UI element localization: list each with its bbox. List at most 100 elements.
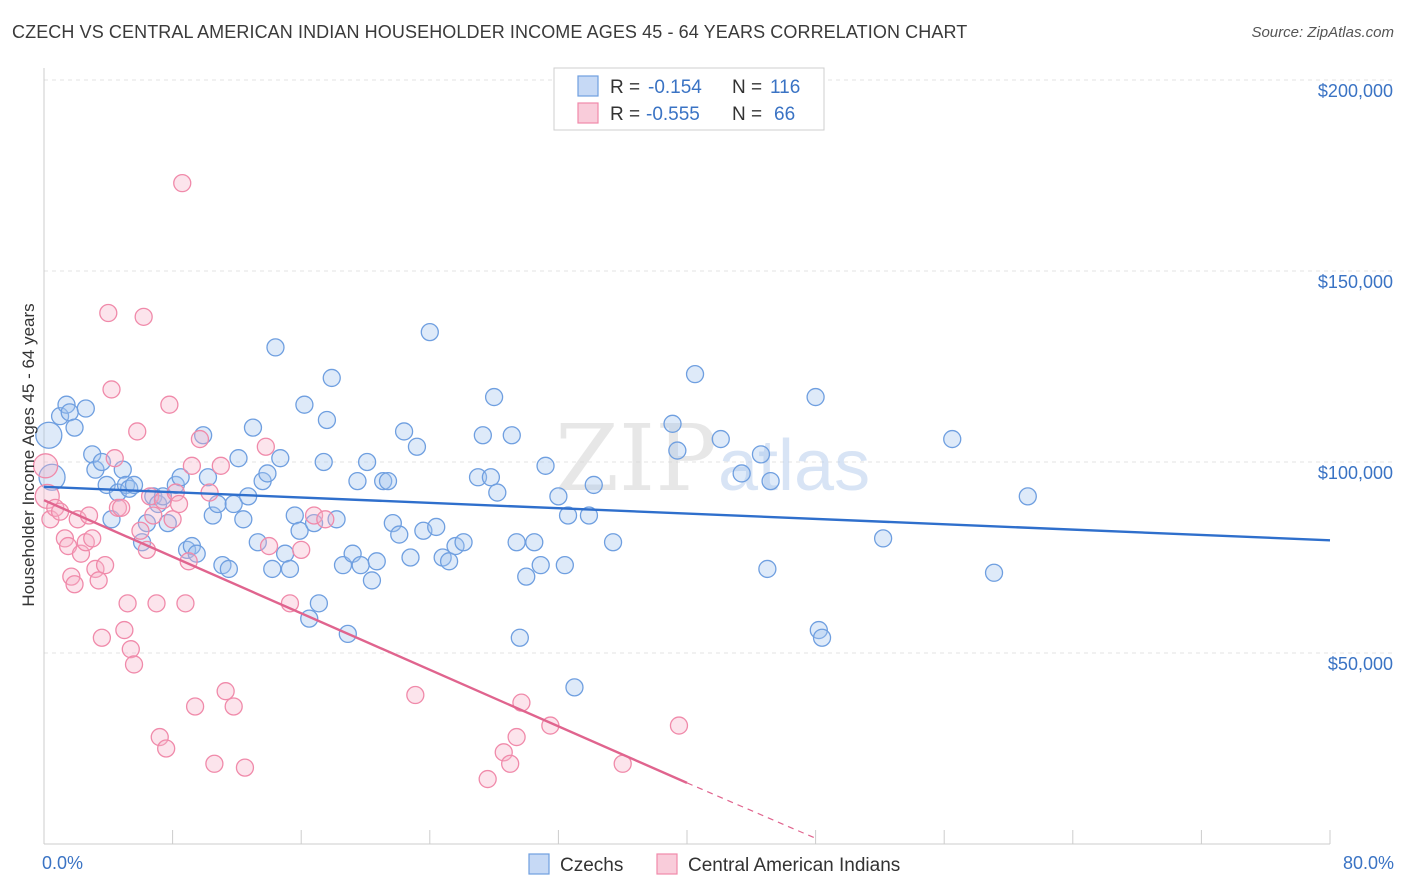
czechs-point-53 [314,452,333,472]
cai-point-23 [115,620,134,640]
cai-point-34 [150,727,169,747]
y-tick-label-2: $150,000 [1318,272,1393,292]
czechs-point-6 [76,399,95,418]
cai-point-20 [105,449,124,468]
legend-cai-r-value: -0.555 [646,104,700,125]
czechs-point-47 [285,506,304,525]
cai-point-8 [65,575,84,594]
cai-point-44 [182,456,202,475]
czechs-point-35 [229,449,248,468]
czechs-point-55 [322,368,341,388]
axes-layer [43,68,1331,845]
cai-point-57 [304,506,324,525]
czechs-point-92 [555,555,574,575]
cai-point-46 [190,429,210,449]
cai-point-2 [41,510,60,529]
y-axis-label: Householder Income Ages 45 - 64 years [19,303,38,606]
legend-czechs-r-label: R = [610,77,640,98]
czechs-point-89 [531,555,550,575]
cai-point-37 [160,395,179,414]
cai-point-62 [501,754,520,773]
cai-point-18 [99,303,118,323]
czechs-point-76 [439,552,459,571]
czechs-point-71 [407,437,427,456]
legend-bottom-czechs-swatch [528,853,550,875]
cai-point-10 [71,544,91,563]
cai-point-42 [176,594,195,613]
watermark: ZIP atlas [555,405,870,512]
legend-czechs-n-label: N = [732,77,762,98]
czechs-point-87 [517,567,536,586]
czechs-point-42 [263,559,282,579]
czechs-point-60 [348,471,367,491]
czechs-point-69 [394,422,414,441]
czechs-point-93 [558,506,578,525]
cai-point-17 [95,555,115,575]
legend-top-box [553,67,825,131]
czechs-point-80 [473,426,492,445]
x-tick-label-0: 0.0% [42,853,83,873]
y-tick-label-1: $100,000 [1318,463,1393,483]
czechs-point-52 [309,594,329,613]
czechs-point-45 [275,544,295,563]
cai-point-36 [157,739,176,758]
cai-point-45 [185,697,205,716]
czechs-trend-line [43,485,1331,542]
czechs-point-103 [751,445,771,464]
cai-point-56 [292,540,311,560]
czechs-point-106 [806,387,825,407]
czechs-point-108 [812,628,832,647]
czechs-point-95 [579,506,599,525]
czechs-point-85 [507,533,526,552]
czechs-point-48 [290,521,309,540]
czechs-point-7 [83,445,102,464]
cai-point-63 [507,727,526,747]
czechs-point-33 [219,559,239,579]
y-tick-label-3: $200,000 [1318,81,1393,101]
czechs-point-0 [35,421,63,449]
czechs-point-101 [711,429,730,449]
czechs-point-91 [549,487,568,506]
czechs-point-54 [317,410,337,430]
czechs-point-16 [124,475,144,495]
cai-trend-line [43,499,688,784]
cai-point-24 [118,594,137,613]
cai-point-15 [89,571,108,590]
czechs-point-66 [378,471,398,491]
czechs-point-100 [685,364,705,384]
legend-czechs-r-value: -0.154 [648,77,702,98]
chart-title: CZECH VS CENTRAL AMERICAN INDIAN HOUSEHO… [12,22,968,42]
czechs-point-29 [198,468,218,487]
czechs-point-104 [758,559,777,579]
legend-bottom-cai-label: Central American Indians [688,855,900,876]
czechs-point-63 [362,571,382,590]
czechs-point-39 [248,533,267,552]
cai-point-52 [235,758,255,777]
czechs-point-74 [427,517,446,537]
y-tick-label-0: $50,000 [1328,654,1393,674]
chart-source: Source: ZipAtlas.com [1251,24,1394,41]
cai-point-40 [169,494,189,514]
czechs-point-83 [488,483,507,502]
czechs-point-62 [357,452,377,472]
czechs-point-86 [510,628,529,647]
legend-czechs-swatch [577,75,599,97]
watermark-atlas: atlas [718,426,870,506]
cai-point-59 [406,685,425,705]
legend-top: R = -0.154 N = 116 R = -0.555 N = 66 [553,67,825,131]
cai-point-0 [32,453,59,479]
czechs-point-84 [502,426,521,445]
legend-cai-n-value: 66 [774,104,795,125]
czechs-point-112 [1018,487,1037,506]
cai-point-50 [216,682,235,701]
czechs-point-90 [536,456,555,475]
legend-bottom-cai-swatch [656,853,678,875]
czechs-point-111 [984,563,1004,582]
czechs-point-61 [351,555,370,575]
cai-point-51 [224,697,243,716]
czechs-point-73 [420,322,439,342]
cai-point-53 [256,437,275,456]
czechs-point-109 [873,529,893,548]
czechs-point-94 [565,678,584,697]
czechs-point-38 [243,418,263,437]
